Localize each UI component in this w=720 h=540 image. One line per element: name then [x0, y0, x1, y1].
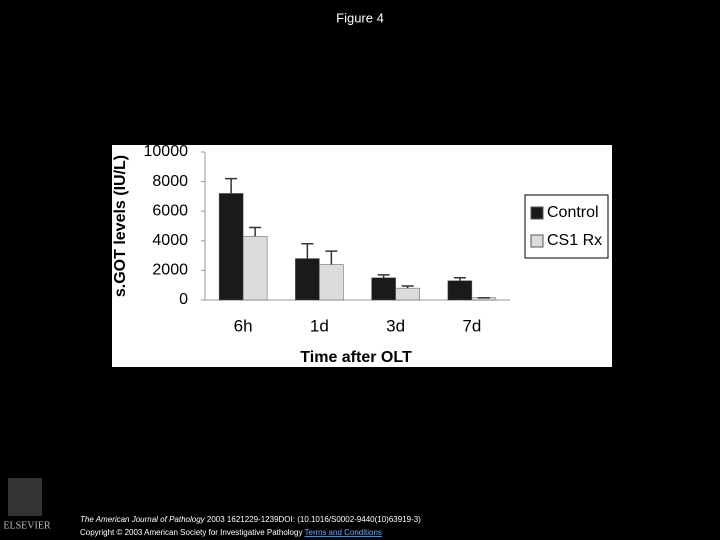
logo: ELSEVIER — [3, 478, 51, 531]
error-bar — [225, 177, 238, 194]
x-axis-title: Time after OLT — [300, 349, 412, 366]
x-tick-label: 6h — [234, 316, 253, 335]
x-tick-label: 3d — [386, 316, 405, 335]
bar — [242, 236, 268, 301]
chart: 0 2000 4000 6000 8000 10000 s.GOT levels (IU/L… — [112, 143, 609, 366]
y-tick-label: 2000 — [152, 262, 188, 279]
legend-swatch — [530, 234, 544, 248]
y-tick-label: 4000 — [152, 232, 188, 249]
error-bar — [249, 226, 262, 237]
error-bar — [325, 250, 338, 265]
y-axis-title: s.GOT levels (IU/L) — [112, 155, 129, 297]
legend-swatch — [530, 206, 544, 220]
logo-image — [8, 478, 42, 516]
legend-label: CS1 Rx — [547, 232, 602, 249]
bar — [371, 277, 396, 301]
error-bar — [401, 285, 414, 289]
error-bar — [301, 243, 314, 259]
bar — [319, 264, 344, 301]
error-bar — [453, 277, 466, 281]
legend-label: Control — [547, 204, 599, 221]
y-tick-label: 0 — [179, 291, 188, 308]
y-tick-label: 8000 — [152, 173, 188, 190]
bar — [395, 287, 420, 301]
y-tick-label: 10000 — [144, 143, 189, 160]
bar — [218, 193, 244, 301]
error-bar — [377, 274, 390, 278]
citation-line: The American Journal of Pathology 2003 1… — [80, 515, 421, 524]
citation: 2003 1621229-1239DOI: (10.1016/S0002-944… — [207, 515, 421, 524]
x-tick-label: 1d — [310, 316, 329, 335]
terms-link[interactable]: Terms and Conditions — [305, 528, 382, 537]
slide-title: Figure 4 — [336, 10, 384, 25]
copyright-line: Copyright © 2003 American Society for In… — [80, 528, 382, 537]
bar — [447, 280, 473, 301]
copyright: Copyright © 2003 American Society for In… — [80, 528, 302, 537]
journal-name: The American Journal of Pathology — [80, 515, 206, 524]
y-tick-label: 6000 — [152, 202, 188, 219]
logo-text: ELSEVIER — [3, 520, 51, 531]
x-tick-label: 7d — [462, 316, 481, 335]
bar — [295, 258, 320, 301]
